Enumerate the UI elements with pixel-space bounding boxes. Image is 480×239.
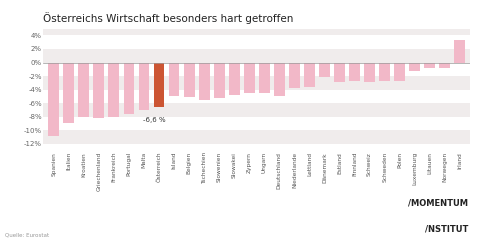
Bar (43, 117, 470, 130)
Bar (244, 63, 255, 93)
Bar (154, 63, 165, 107)
Bar (274, 63, 285, 96)
Bar (94, 63, 104, 118)
Bar (199, 63, 210, 100)
Bar (43, 103, 470, 117)
Bar (78, 63, 89, 117)
Bar (409, 63, 420, 71)
Bar (289, 63, 300, 88)
Bar (43, 49, 470, 63)
Bar (43, 29, 470, 35)
Bar (48, 63, 59, 136)
Bar (168, 63, 180, 96)
Text: Quelle: Eurostat: Quelle: Eurostat (5, 233, 49, 238)
Text: /NSTITUT: /NSTITUT (425, 224, 468, 233)
Bar (123, 63, 134, 114)
Bar (108, 63, 120, 117)
Bar (229, 63, 240, 95)
Bar (43, 63, 470, 76)
Bar (214, 63, 225, 98)
Bar (184, 63, 194, 97)
Bar (379, 63, 390, 81)
Bar (455, 39, 465, 63)
Bar (319, 63, 330, 77)
Text: /MOMENTUM: /MOMENTUM (408, 199, 468, 208)
Bar (43, 90, 470, 103)
Bar (304, 63, 315, 87)
Bar (63, 63, 74, 123)
Bar (364, 63, 375, 82)
Bar (43, 35, 470, 49)
Bar (439, 63, 450, 68)
Bar (43, 130, 470, 144)
Bar (139, 63, 149, 110)
Bar (349, 63, 360, 81)
Text: Österreichs Wirtschaft besonders hart getroffen: Österreichs Wirtschaft besonders hart ge… (43, 12, 294, 24)
Bar (43, 76, 470, 90)
Bar (424, 63, 435, 68)
Bar (394, 63, 405, 81)
Bar (334, 63, 345, 82)
Text: -6,6 %: -6,6 % (143, 117, 166, 123)
Bar (259, 63, 270, 93)
